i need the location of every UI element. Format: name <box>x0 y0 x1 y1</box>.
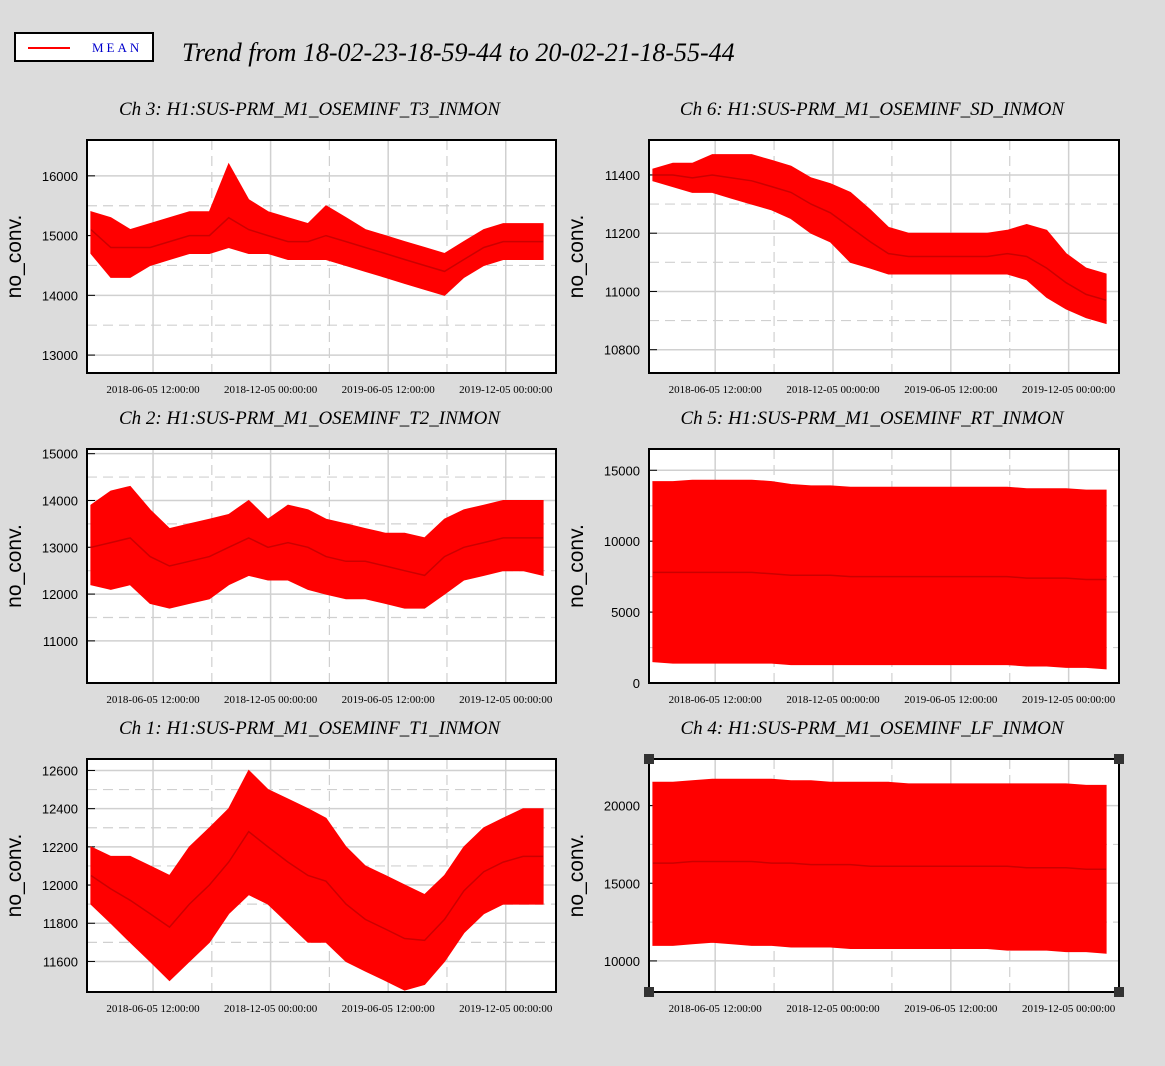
legend-mean-label: MEAN <box>92 40 143 55</box>
x-tick-label: 2018-12-05 00:00:00 <box>224 384 318 396</box>
plot-frame <box>648 758 1120 993</box>
min-max-band <box>90 162 544 296</box>
min-max-band <box>90 485 544 609</box>
y-tick-label: 15000 <box>604 463 640 478</box>
y-tick-label: 15000 <box>42 447 78 462</box>
y-tick-label: 5000 <box>611 605 640 620</box>
mean-series-line <box>90 216 544 273</box>
x-tick-label: 2018-06-05 12:00:00 <box>669 384 763 396</box>
x-tick-label: 2018-06-05 12:00:00 <box>106 1003 200 1015</box>
legend-box: MEAN <box>14 32 154 62</box>
y-tick-label: 15000 <box>42 229 78 244</box>
y-tick-label: 11200 <box>605 226 640 241</box>
y-tick-label: 12000 <box>42 587 78 602</box>
y-tick-label: 14000 <box>42 288 78 303</box>
mean-series-line <box>652 571 1107 581</box>
selection-handle <box>644 754 654 764</box>
x-tick-label: 2019-12-05 00:00:00 <box>459 1003 553 1015</box>
chart-panel-5: Ch 1: H1:SUS-PRM_M1_OSEMINF_T1_INMON 2018… <box>3 718 557 1015</box>
mean-series-line <box>652 174 1107 301</box>
x-tick-label: 2018-12-05 00:00:00 <box>786 1003 880 1015</box>
x-tick-label: 2019-06-05 12:00:00 <box>904 694 998 706</box>
x-tick-label: 2019-12-05 00:00:00 <box>1022 384 1116 396</box>
x-tick-label: 2018-06-05 12:00:00 <box>669 1003 763 1015</box>
chart-panel-6: Ch 4: H1:SUS-PRM_M1_OSEMINF_LF_INMON 2018… <box>565 718 1120 1015</box>
y-tick-label: 11600 <box>43 954 78 969</box>
x-tick-label: 2018-06-05 12:00:00 <box>669 694 763 706</box>
y-tick-label: 11800 <box>43 916 78 931</box>
y-axis-label: no_conv. <box>3 215 26 299</box>
y-tick-label: 12600 <box>42 763 78 778</box>
plot-frame <box>648 139 1120 374</box>
x-tick-label: 2019-12-05 00:00:00 <box>459 694 553 706</box>
x-tick-label: 2018-12-05 00:00:00 <box>786 694 880 706</box>
y-tick-label: 12000 <box>42 878 78 893</box>
mean-series-line <box>90 830 544 942</box>
chart-title: Ch 3: H1:SUS-PRM_M1_OSEMINF_T3_INMON <box>119 99 501 120</box>
x-tick-label: 2019-12-05 00:00:00 <box>459 384 553 396</box>
chart-panel-4: Ch 5: H1:SUS-PRM_M1_OSEMINF_RT_INMON 2018… <box>565 408 1120 706</box>
x-tick-label: 2018-06-05 12:00:00 <box>106 384 200 396</box>
y-tick-label: 12400 <box>42 802 78 817</box>
min-max-band <box>652 479 1107 670</box>
y-axis-label: no_conv. <box>3 834 26 918</box>
plot-frame <box>86 139 557 374</box>
legend-mean-line <box>28 47 70 49</box>
x-tick-label: 2019-06-05 12:00:00 <box>342 1003 436 1015</box>
chart-title: Ch 5: H1:SUS-PRM_M1_OSEMINF_RT_INMON <box>680 408 1064 429</box>
selection-handle <box>1114 754 1124 764</box>
x-tick-label: 2019-12-05 00:00:00 <box>1022 1003 1116 1015</box>
chart-title: Ch 1: H1:SUS-PRM_M1_OSEMINF_T1_INMON <box>119 718 501 739</box>
x-tick-label: 2018-12-05 00:00:00 <box>224 694 318 706</box>
chart-panel-1: Ch 3: H1:SUS-PRM_M1_OSEMINF_T3_INMON 2018… <box>3 99 557 396</box>
x-tick-label: 2019-06-05 12:00:00 <box>342 384 436 396</box>
y-tick-label: 13000 <box>42 348 78 363</box>
y-tick-label: 16000 <box>42 169 78 184</box>
y-axis-label: no_conv. <box>565 834 588 918</box>
y-tick-label: 11000 <box>605 284 640 299</box>
y-tick-label: 10800 <box>604 343 640 358</box>
plot-frame <box>648 448 1120 684</box>
x-tick-label: 2019-06-05 12:00:00 <box>342 694 436 706</box>
y-tick-label: 20000 <box>604 799 640 814</box>
y-tick-label: 11400 <box>605 168 640 183</box>
y-tick-label: 0 <box>633 676 640 691</box>
y-tick-label: 13000 <box>42 540 78 555</box>
selection-handle <box>644 987 654 997</box>
chart-title: Ch 6: H1:SUS-PRM_M1_OSEMINF_SD_INMON <box>680 99 1065 120</box>
x-tick-label: 2019-06-05 12:00:00 <box>904 384 998 396</box>
y-axis-label: no_conv. <box>565 215 588 299</box>
x-tick-label: 2018-06-05 12:00:00 <box>106 694 200 706</box>
chart-panel-2: Ch 6: H1:SUS-PRM_M1_OSEMINF_SD_INMON 2018… <box>565 99 1120 396</box>
y-tick-label: 10000 <box>604 954 640 969</box>
mean-series-line <box>652 860 1107 871</box>
y-tick-label: 14000 <box>42 493 78 508</box>
y-tick-label: 12200 <box>42 840 78 855</box>
y-axis-label: no_conv. <box>565 524 588 608</box>
chart-title: Ch 4: H1:SUS-PRM_M1_OSEMINF_LF_INMON <box>680 718 1064 739</box>
y-axis-label: no_conv. <box>3 524 26 608</box>
x-tick-label: 2018-12-05 00:00:00 <box>224 1003 318 1015</box>
y-tick-label: 10000 <box>604 534 640 549</box>
y-tick-label: 11000 <box>43 634 78 649</box>
min-max-band <box>652 154 1107 325</box>
chart-panel-3: Ch 2: H1:SUS-PRM_M1_OSEMINF_T2_INMON 2018… <box>3 408 557 706</box>
y-tick-label: 15000 <box>604 876 640 891</box>
x-tick-label: 2018-12-05 00:00:00 <box>786 384 880 396</box>
chart-title: Ch 2: H1:SUS-PRM_M1_OSEMINF_T2_INMON <box>119 408 501 429</box>
plot-frame <box>86 448 557 684</box>
plot-title: Trend from 18-02-23-18-59-44 to 20-02-21… <box>182 38 735 67</box>
x-tick-label: 2019-06-05 12:00:00 <box>904 1003 998 1015</box>
mean-series-line <box>90 537 544 577</box>
selection-handle <box>1114 987 1124 997</box>
plot-frame <box>86 758 557 993</box>
x-tick-label: 2019-12-05 00:00:00 <box>1022 694 1116 706</box>
